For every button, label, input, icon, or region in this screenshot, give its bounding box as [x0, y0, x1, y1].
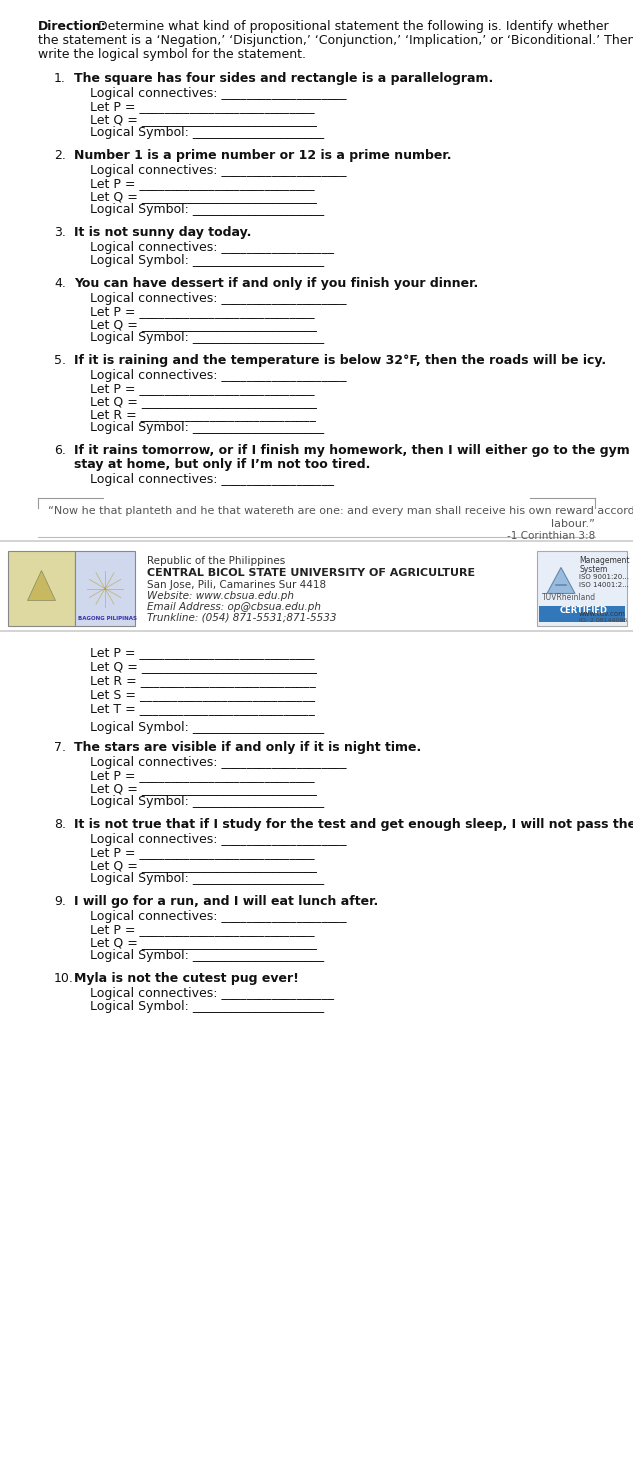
Text: System: System: [579, 565, 608, 573]
Text: CENTRAL BICOL STATE UNIVERSITY OF AGRICULTURE: CENTRAL BICOL STATE UNIVERSITY OF AGRICU…: [147, 568, 475, 578]
Text: Let R = ____________________________: Let R = ____________________________: [90, 409, 316, 422]
Text: The stars are visible if and only if it is night time.: The stars are visible if and only if it …: [74, 741, 421, 754]
Bar: [8, 552, 75, 626]
Text: Logical Symbol: _____________________: Logical Symbol: _____________________: [90, 125, 324, 139]
Text: Let P = ____________________________: Let P = ____________________________: [90, 769, 315, 782]
Bar: [537, 552, 627, 626]
Text: Let R = ____________________________: Let R = ____________________________: [90, 674, 316, 687]
Text: Logical connectives: ____________________: Logical connectives: ___________________…: [90, 756, 346, 769]
Text: Let Q = ____________________________: Let Q = ____________________________: [90, 395, 317, 409]
Text: Logical connectives: ____________________: Logical connectives: ___________________…: [90, 833, 346, 846]
Text: Let P = ____________________________: Let P = ____________________________: [90, 305, 315, 318]
Text: Let Q = ____________________________: Let Q = ____________________________: [90, 937, 317, 948]
Text: Let Q = ____________________________: Let Q = ____________________________: [90, 190, 317, 203]
Text: BAGONG PILIPINAS: BAGONG PILIPINAS: [78, 616, 137, 622]
Text: The square has four sides and rectangle is a parallelogram.: The square has four sides and rectangle …: [74, 71, 493, 85]
Text: San Jose, Pili, Camarines Sur 4418: San Jose, Pili, Camarines Sur 4418: [147, 581, 326, 589]
Text: Let Q = ____________________________: Let Q = ____________________________: [90, 859, 317, 872]
Text: 5.: 5.: [54, 355, 66, 368]
Text: stay at home, but only if I’m not too tired.: stay at home, but only if I’m not too ti…: [74, 458, 370, 471]
Text: Logical connectives: __________________: Logical connectives: __________________: [90, 986, 334, 999]
Text: Logical Symbol: _____________________: Logical Symbol: _____________________: [90, 795, 324, 808]
Text: Let S = ____________________________: Let S = ____________________________: [90, 689, 315, 700]
Text: 8.: 8.: [54, 818, 66, 832]
Text: Let Q = ____________________________: Let Q = ____________________________: [90, 782, 317, 795]
Text: 4.: 4.: [54, 277, 66, 290]
Text: Management: Management: [579, 556, 629, 565]
Text: If it is raining and the temperature is below 32°F, then the roads will be icy.: If it is raining and the temperature is …: [74, 355, 606, 368]
Text: Logical Symbol: _____________________: Logical Symbol: _____________________: [90, 422, 324, 433]
Text: Direction:: Direction:: [38, 20, 107, 34]
Text: Let P = ____________________________: Let P = ____________________________: [90, 846, 315, 859]
Text: It is not sunny day today.: It is not sunny day today.: [74, 226, 251, 239]
Text: ISO 14001:2...: ISO 14001:2...: [579, 582, 629, 588]
Text: Republic of the Philippines: Republic of the Philippines: [147, 556, 285, 566]
Text: Let P = ____________________________: Let P = ____________________________: [90, 101, 315, 112]
Text: Trunkline: (054) 871-5531;871-5533: Trunkline: (054) 871-5531;871-5533: [147, 613, 337, 623]
Text: -1 Corinthian 3:8: -1 Corinthian 3:8: [507, 531, 595, 541]
Bar: [539, 605, 625, 622]
Text: Let P = ____________________________: Let P = ____________________________: [90, 177, 315, 190]
Text: 2.: 2.: [54, 149, 66, 162]
Text: Let T = ____________________________: Let T = ____________________________: [90, 702, 315, 715]
Text: I will go for a run, and I will eat lunch after.: I will go for a run, and I will eat lunc…: [74, 894, 379, 907]
Text: It is not true that if I study for the test and get enough sleep, I will not pas: It is not true that if I study for the t…: [74, 818, 633, 832]
Text: Let P = ____________________________: Let P = ____________________________: [90, 382, 315, 395]
Text: Logical connectives: ____________________: Logical connectives: ___________________…: [90, 369, 346, 382]
Text: Logical connectives: ____________________: Logical connectives: ___________________…: [90, 292, 346, 305]
Text: write the logical symbol for the statement.: write the logical symbol for the stateme…: [38, 48, 306, 61]
Text: Logical connectives: ____________________: Logical connectives: ___________________…: [90, 163, 346, 177]
Text: Logical connectives: __________________: Logical connectives: __________________: [90, 241, 334, 254]
Text: 7.: 7.: [54, 741, 66, 754]
Text: labour.”: labour.”: [551, 519, 595, 530]
Text: 3.: 3.: [54, 226, 66, 239]
Text: Let Q = ____________________________: Let Q = ____________________________: [90, 318, 317, 331]
Text: 6.: 6.: [54, 444, 66, 457]
Text: TUVRheinland: TUVRheinland: [542, 592, 596, 603]
Text: Logical Symbol: _____________________: Logical Symbol: _____________________: [90, 872, 324, 886]
Text: Myla is not the cutest pug ever!: Myla is not the cutest pug ever!: [74, 972, 299, 985]
Text: Let Q = ____________________________: Let Q = ____________________________: [90, 659, 317, 673]
Text: CERTIFIED: CERTIFIED: [560, 605, 608, 616]
Text: You can have dessert if and only if you finish your dinner.: You can have dessert if and only if you …: [74, 277, 479, 290]
Bar: [75, 552, 135, 626]
Text: 10.: 10.: [54, 972, 74, 985]
Text: Logical Symbol: _____________________: Logical Symbol: _____________________: [90, 948, 324, 961]
Text: Website: www.cbsua.edu.ph: Website: www.cbsua.edu.ph: [147, 591, 294, 601]
Text: ID: 2 08144096: ID: 2 08144096: [579, 619, 627, 623]
Text: “Now he that planteth and he that watereth are one: and every man shall receive : “Now he that planteth and he that watere…: [48, 506, 633, 516]
Text: 9.: 9.: [54, 894, 66, 907]
Polygon shape: [547, 568, 575, 594]
Text: Let P = ____________________________: Let P = ____________________________: [90, 646, 315, 659]
Text: Logical Symbol: _____________________: Logical Symbol: _____________________: [90, 203, 324, 216]
Text: the statement is a ‘Negation,’ ‘Disjunction,’ ‘Conjunction,’ ‘Implication,’ or ‘: the statement is a ‘Negation,’ ‘Disjunct…: [38, 34, 633, 47]
Polygon shape: [27, 570, 56, 601]
Text: Email Address: op@cbsua.edu.ph: Email Address: op@cbsua.edu.ph: [147, 603, 321, 611]
Text: Let Q = ____________________________: Let Q = ____________________________: [90, 112, 317, 125]
Text: Logical connectives: __________________: Logical connectives: __________________: [90, 473, 334, 486]
Text: Logical connectives: ____________________: Logical connectives: ___________________…: [90, 910, 346, 924]
Text: ISO 9001:20...: ISO 9001:20...: [579, 573, 629, 581]
Text: Number 1 is a prime number or 12 is a prime number.: Number 1 is a prime number or 12 is a pr…: [74, 149, 451, 162]
Text: Determine what kind of propositional statement the following is. Identify whethe: Determine what kind of propositional sta…: [94, 20, 608, 34]
Text: Logical Symbol: _____________________: Logical Symbol: _____________________: [90, 254, 324, 267]
Text: Logical connectives: ____________________: Logical connectives: ___________________…: [90, 88, 346, 101]
Text: Logical Symbol: _____________________: Logical Symbol: _____________________: [90, 999, 324, 1013]
Text: 1.: 1.: [54, 71, 66, 85]
Text: If it rains tomorrow, or if I finish my homework, then I will either go to the g: If it rains tomorrow, or if I finish my …: [74, 444, 633, 457]
Text: Logical Symbol: _____________________: Logical Symbol: _____________________: [90, 331, 324, 344]
Text: www.tuv.com: www.tuv.com: [579, 611, 626, 617]
Text: Let P = ____________________________: Let P = ____________________________: [90, 924, 315, 937]
Text: Logical Symbol: _____________________: Logical Symbol: _____________________: [90, 721, 324, 734]
